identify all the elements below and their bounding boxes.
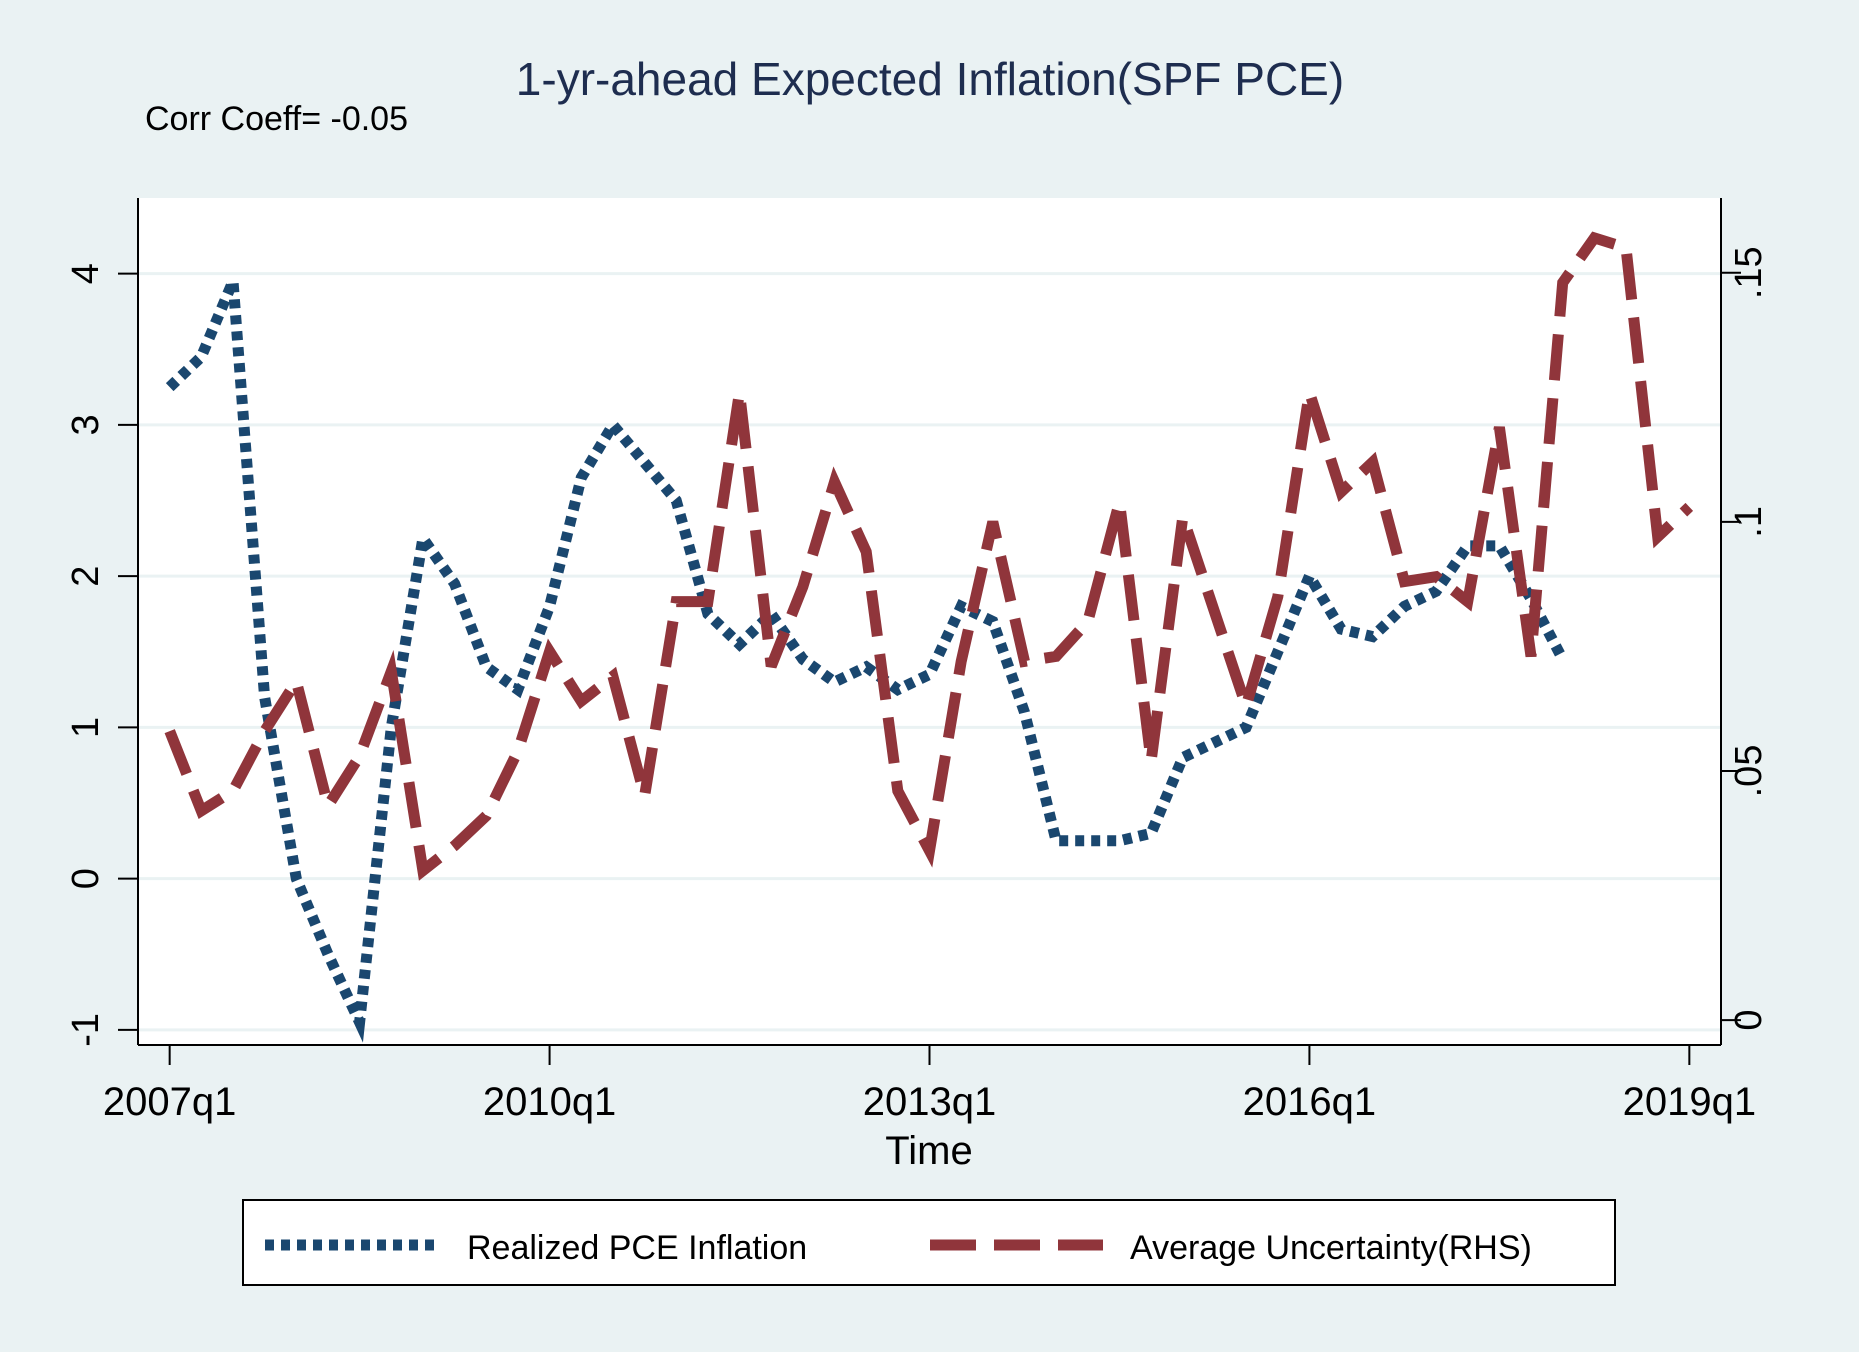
right-tick-label-3: .15 [1728,246,1770,299]
left-tick-label-5: 4 [65,263,107,284]
series-line-realized-pce [165,279,1568,1043]
series-layer [164,231,1694,1043]
right-tick-label-1: .05 [1728,745,1770,798]
x-tick-label-2: 2013q1 [863,1080,996,1124]
corr-coeff-annotation: Corr Coeff= -0.05 [145,100,408,138]
x-tick-label-1: 2010q1 [483,1080,616,1124]
x-axis-ticks: 2007q1 2010q1 2013q1 2016q1 2019q1 [103,1045,1756,1124]
left-tick-label-4: 3 [65,414,107,435]
right-axis-ticks: 0 .05 .1 .15 [1721,246,1770,1031]
legend-label-realized-pce: Realized PCE Inflation [467,1229,807,1267]
left-tick-label-2: 1 [65,717,107,738]
series-line-average-uncertainty [164,231,1694,881]
left-tick-label-3: 2 [65,566,107,587]
left-axis-ticks: -1 0 1 2 3 4 [65,263,138,1047]
x-tick-label-0: 2007q1 [103,1080,236,1124]
legend-label-average-uncertainty: Average Uncertainty(RHS) [1130,1229,1532,1267]
left-tick-label-0: -1 [65,1013,107,1047]
x-tick-label-4: 2019q1 [1623,1080,1756,1124]
left-tick-label-1: 0 [65,868,107,889]
plot-area [138,198,1721,1045]
legend-box [242,1199,1616,1286]
chart-title: 1-yr-ahead Expected Inflation(SPF PCE) [516,53,1344,105]
x-tick-label-3: 2016q1 [1243,1080,1376,1124]
right-tick-label-0: 0 [1728,1010,1770,1031]
right-tick-label-2: .1 [1728,506,1770,538]
x-axis-label: Time [885,1129,972,1173]
legend: Realized PCE Inflation Average Uncertain… [242,1199,1616,1286]
